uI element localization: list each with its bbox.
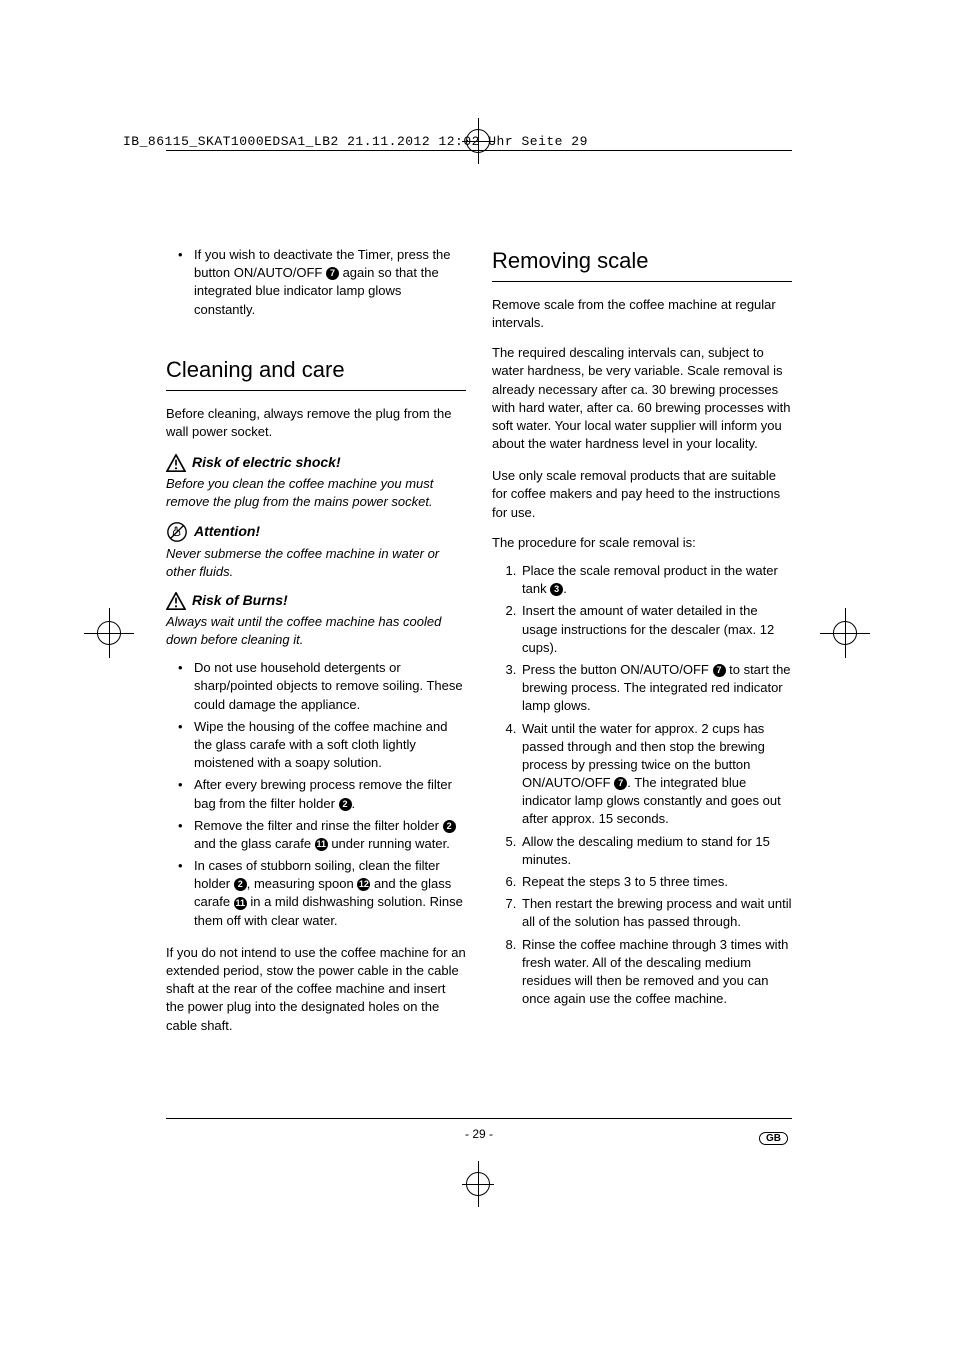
cleaning-intro: Before cleaning, always remove the plug … — [166, 405, 466, 441]
warning-burns-text: Always wait until the coffee machine has… — [166, 613, 466, 649]
crop-mark-left — [84, 608, 134, 658]
cleaning-bullet-3: After every brewing process remove the f… — [182, 776, 466, 812]
bullet4-post: under running water. — [328, 836, 450, 851]
descale-step-4: Wait until the water for approx. 2 cups … — [520, 720, 792, 829]
bullet5-mid1: , measuring spoon — [247, 876, 358, 891]
warning-attention-row: Attention! — [166, 521, 466, 543]
descale-p4: The procedure for scale removal is: — [492, 534, 792, 552]
warning-attention-title: Attention! — [194, 522, 260, 542]
warning-attention-text: Never submerse the coffee machine in wat… — [166, 545, 466, 581]
warning-triangle-icon — [166, 592, 186, 610]
ref-12-icon: 12 — [357, 878, 370, 891]
language-badge: GB — [759, 1132, 788, 1145]
cleaning-bullet-1: Do not use household detergents or sharp… — [182, 659, 466, 714]
descale-step-8: Rinse the coffee machine through 3 times… — [520, 936, 792, 1009]
descale-step-5: Allow the descaling medium to stand for … — [520, 833, 792, 869]
ref-7-icon: 7 — [326, 267, 339, 280]
right-column: Removing scale Remove scale from the cof… — [492, 246, 792, 1047]
step3-pre: Press the button ON/AUTO/OFF — [522, 662, 713, 677]
cleaning-closing: If you do not intend to use the coffee m… — [166, 944, 466, 1035]
ref-11-icon: 11 — [315, 838, 328, 851]
page-number: - 29 - — [465, 1127, 493, 1141]
descale-step-3: Press the button ON/AUTO/OFF 7 to start … — [520, 661, 792, 716]
warning-shock-text: Before you clean the coffee machine you … — [166, 475, 466, 511]
descale-step-2: Insert the amount of water detailed in t… — [520, 602, 792, 657]
descale-step-1: Place the scale removal product in the w… — [520, 562, 792, 598]
ref-3-icon: 3 — [550, 583, 563, 596]
ref-11-icon: 11 — [234, 897, 247, 910]
bullet4-pre: Remove the filter and rinse the filter h… — [194, 818, 443, 833]
bullet3-post: . — [352, 796, 356, 811]
no-submerse-icon — [166, 521, 188, 543]
main-content: If you wish to deactivate the Timer, pre… — [166, 246, 792, 1047]
bullet4-mid: and the glass carafe — [194, 836, 315, 851]
cleaning-bullet-4: Remove the filter and rinse the filter h… — [182, 817, 466, 853]
timer-bullet: If you wish to deactivate the Timer, pre… — [182, 246, 466, 319]
cleaning-bullet-5: In cases of stubborn soiling, clean the … — [182, 857, 466, 930]
warning-burns-row: Risk of Burns! — [166, 591, 466, 611]
ref-2-icon: 2 — [339, 798, 352, 811]
warning-shock-title: Risk of electric shock! — [192, 453, 341, 473]
descale-p2: The required descaling intervals can, su… — [492, 344, 792, 453]
crop-mark-right — [820, 608, 870, 658]
top-trim-line — [166, 150, 792, 151]
ref-7-icon: 7 — [713, 664, 726, 677]
descale-step-7: Then restart the brewing process and wai… — [520, 895, 792, 931]
warning-shock-row: Risk of electric shock! — [166, 453, 466, 473]
descale-p1: Remove scale from the coffee machine at … — [492, 296, 792, 332]
crop-mark-bottom — [166, 1161, 792, 1207]
cleaning-section-title: Cleaning and care — [166, 355, 466, 391]
descale-section-title: Removing scale — [492, 246, 792, 282]
descale-p3: Use only scale removal products that are… — [492, 467, 792, 522]
page-footer: - 29 - — [166, 1118, 792, 1141]
descale-step-6: Repeat the steps 3 to 5 three times. — [520, 873, 792, 891]
warning-burns-title: Risk of Burns! — [192, 591, 288, 611]
ref-2-icon: 2 — [234, 878, 247, 891]
left-column: If you wish to deactivate the Timer, pre… — [166, 246, 466, 1047]
imprint-header: IB_86115_SKAT1000EDSA1_LB2 21.11.2012 12… — [123, 134, 588, 149]
bullet3-pre: After every brewing process remove the f… — [194, 777, 452, 810]
step1-post: . — [563, 581, 567, 596]
warning-triangle-icon — [166, 454, 186, 472]
ref-7-icon: 7 — [614, 777, 627, 790]
cleaning-bullet-2: Wipe the housing of the coffee machine a… — [182, 718, 466, 773]
ref-2-icon: 2 — [443, 820, 456, 833]
